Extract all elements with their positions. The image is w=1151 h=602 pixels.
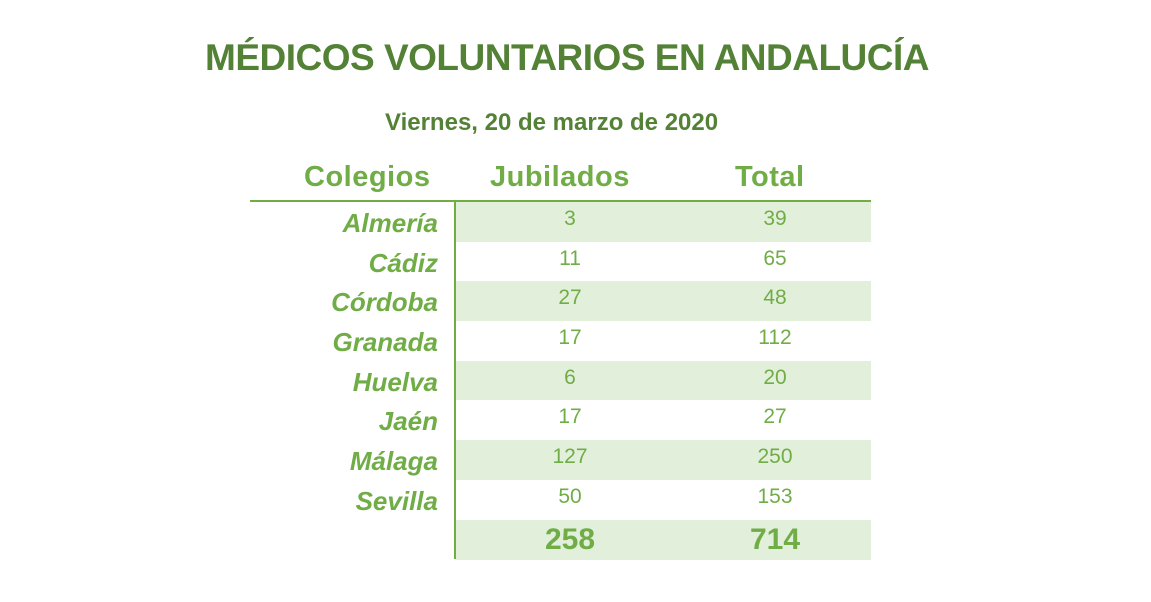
table-row: Sevilla 50 153 (250, 480, 871, 520)
colegio-name: Huelva (352, 366, 438, 397)
total-cell: 39 (763, 207, 787, 230)
total-cell: 27 (763, 405, 787, 429)
colegio-name: Almería (342, 208, 438, 238)
header-divider (250, 200, 871, 202)
table-row: Granada 17 112 (250, 321, 871, 361)
column-header-total: Total (735, 161, 805, 193)
colegio-name: Jaén (378, 406, 438, 437)
grand-total: 714 (749, 522, 801, 556)
column-divider (454, 201, 456, 559)
row-band (455, 202, 871, 242)
jubilados-cell: 17 (558, 326, 582, 350)
total-cell: 250 (757, 445, 793, 469)
jubilados-total: 258 (544, 522, 596, 556)
jubilados-cell: 6 (564, 365, 576, 389)
total-cell: 48 (763, 286, 787, 310)
jubilados-cell: 17 (558, 405, 582, 429)
table-row: Jaén 17 27 (250, 400, 871, 440)
total-cell: 153 (757, 484, 793, 508)
table-row: Cádiz 11 65 (250, 242, 871, 282)
colegio-name: Córdoba (331, 287, 438, 318)
table-row: Almería 3 39 (250, 202, 871, 242)
jubilados-cell: 3 (564, 207, 576, 230)
row-band (455, 281, 871, 322)
total-cell: 112 (758, 326, 792, 350)
row-band (455, 360, 871, 401)
colegio-name: Málaga (349, 446, 438, 477)
colegio-name: Cádiz (368, 247, 438, 278)
jubilados-cell: 127 (552, 445, 588, 469)
column-header-jubilados: Jubilados (490, 161, 630, 193)
total-cell: 20 (763, 365, 787, 389)
data-table: Almería 3 39 Cádiz 11 65 Córdoba 27 48 G… (250, 202, 871, 560)
totals-row: 258 714 (250, 519, 871, 560)
jubilados-cell: 50 (558, 484, 582, 508)
page-title: MÉDICOS VOLUNTARIOS EN ANDALUCÍA (205, 37, 930, 78)
row-band (455, 440, 871, 480)
table-row: Huelva 6 20 (250, 360, 871, 401)
colegio-name: Granada (332, 327, 439, 358)
jubilados-cell: 27 (558, 286, 582, 310)
jubilados-cell: 11 (559, 246, 581, 270)
table-row: Córdoba 27 48 (250, 281, 871, 322)
row-band (455, 519, 871, 560)
column-header-colegios: Colegios (304, 161, 431, 193)
page-subtitle: Viernes, 20 de marzo de 2020 (385, 109, 719, 136)
table-row: Málaga 127 250 (250, 440, 871, 480)
colegio-name: Sevilla (355, 485, 438, 516)
total-cell: 65 (763, 246, 787, 270)
